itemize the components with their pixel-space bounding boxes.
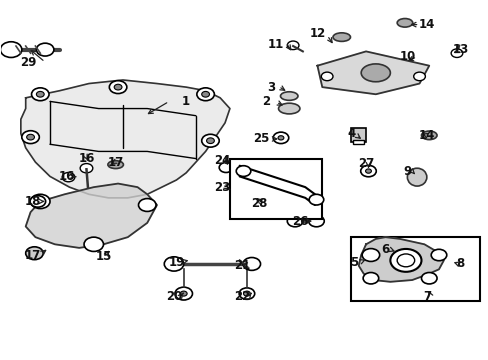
Circle shape [62,172,75,182]
Circle shape [27,134,34,140]
Circle shape [389,249,421,272]
Text: 20: 20 [165,289,182,303]
Bar [353,140,364,144]
Text: 13: 13 [452,43,468,56]
Circle shape [164,257,183,271]
Text: 9: 9 [403,165,411,177]
Text: 28: 28 [250,197,267,210]
Text: 22: 22 [233,289,250,303]
Text: 5: 5 [349,256,357,269]
Text: 23: 23 [214,181,230,194]
Text: 16: 16 [78,152,95,165]
Circle shape [365,169,371,173]
Text: 16: 16 [59,170,75,183]
Polygon shape [317,51,428,94]
Ellipse shape [396,18,412,27]
Circle shape [197,88,214,101]
Circle shape [109,81,126,94]
Text: 2: 2 [262,95,270,108]
Ellipse shape [332,33,350,41]
Circle shape [308,215,324,227]
Circle shape [239,288,254,299]
Circle shape [138,199,156,211]
Circle shape [201,91,209,97]
Circle shape [421,273,436,284]
Ellipse shape [421,131,436,140]
Circle shape [206,138,214,144]
Circle shape [308,194,323,205]
Circle shape [321,72,332,81]
Circle shape [180,291,187,296]
Text: 26: 26 [292,215,308,228]
Ellipse shape [108,161,123,168]
Circle shape [31,88,49,101]
Polygon shape [26,184,157,248]
Text: 19: 19 [168,256,184,269]
Text: 17: 17 [107,156,123,168]
Circle shape [219,162,232,172]
Text: 10: 10 [398,50,415,63]
Text: 3: 3 [266,81,275,94]
Text: 14: 14 [418,129,434,142]
Text: 8: 8 [456,257,464,270]
Text: 7: 7 [422,289,430,303]
Text: 15: 15 [95,250,111,263]
Circle shape [0,42,22,58]
Circle shape [363,273,378,284]
Circle shape [430,249,446,261]
Bar [351,128,366,143]
Circle shape [236,166,250,176]
Ellipse shape [280,92,297,100]
Circle shape [362,249,379,261]
Circle shape [450,49,462,58]
Circle shape [26,247,43,260]
Text: 11: 11 [267,38,284,51]
Circle shape [114,84,122,90]
Circle shape [287,215,302,227]
Text: 21: 21 [233,259,250,272]
Text: 14: 14 [418,18,434,31]
Text: 25: 25 [253,132,269,145]
Ellipse shape [361,64,389,82]
Circle shape [396,254,414,267]
Circle shape [287,41,298,50]
Text: 6: 6 [381,243,389,256]
Ellipse shape [407,168,426,186]
Text: 17: 17 [25,248,41,261]
Circle shape [175,287,192,300]
Circle shape [22,131,39,144]
Text: 24: 24 [214,154,230,167]
Circle shape [30,194,50,208]
Ellipse shape [278,103,299,114]
Circle shape [84,237,103,251]
Text: 18: 18 [25,195,41,208]
Polygon shape [358,237,443,282]
Circle shape [243,291,250,296]
Bar [229,158,322,219]
Circle shape [36,91,44,97]
Text: 12: 12 [309,27,325,40]
Bar [351,237,479,301]
Text: 4: 4 [346,127,355,140]
Circle shape [273,132,288,144]
Circle shape [30,196,45,207]
Text: 1: 1 [182,95,190,108]
Text: 27: 27 [357,157,373,170]
Circle shape [243,257,260,270]
Polygon shape [21,80,229,198]
Circle shape [201,134,219,147]
Circle shape [36,43,54,56]
Circle shape [278,136,284,140]
Circle shape [80,163,93,173]
Circle shape [413,72,425,81]
Text: 29: 29 [20,55,36,69]
Circle shape [360,165,375,177]
